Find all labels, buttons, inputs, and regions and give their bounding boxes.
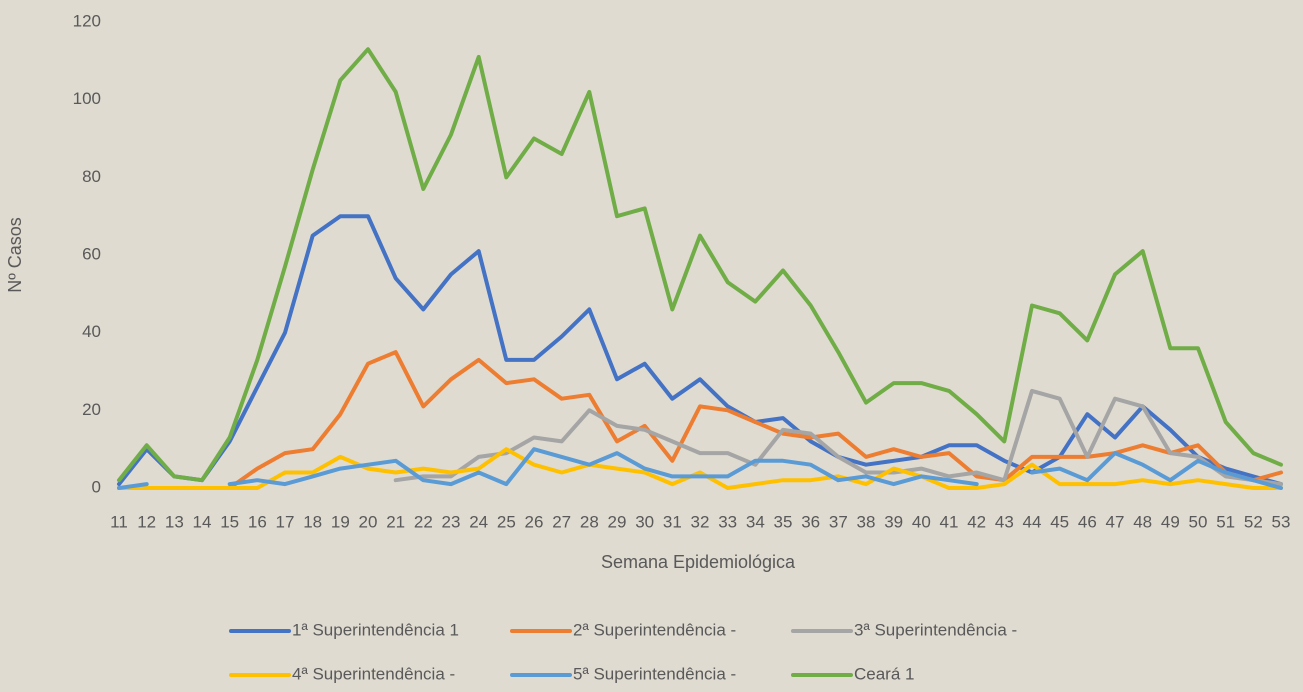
series-line — [117, 447, 1283, 490]
x-tick-label: 46 — [1078, 512, 1097, 531]
x-tick-label: 22 — [414, 512, 433, 531]
legend-label: 5ª Superintendência - — [573, 664, 736, 683]
x-tick-label: 29 — [608, 512, 627, 531]
series-line — [393, 388, 1283, 487]
y-axis-label: Nº Casos — [5, 217, 25, 293]
legend-label: Ceará 1 — [854, 664, 914, 683]
y-tick-label: 40 — [82, 322, 101, 341]
legend-label: 1ª Superintendência 1 — [292, 620, 459, 639]
series-line — [117, 214, 1283, 487]
x-tick-label: 32 — [691, 512, 710, 531]
x-tick-label: 49 — [1161, 512, 1180, 531]
x-axis-label: Semana Epidemiológica — [601, 552, 796, 572]
x-tick-label: 26 — [525, 512, 544, 531]
x-tick-label: 31 — [663, 512, 682, 531]
y-tick-label: 60 — [82, 244, 101, 263]
x-tick-label: 12 — [137, 512, 156, 531]
x-tick-label: 19 — [331, 512, 350, 531]
x-tick-label: 25 — [497, 512, 516, 531]
x-tick-label: 23 — [442, 512, 461, 531]
x-tick-label: 11 — [110, 512, 128, 531]
x-tick-label: 34 — [746, 512, 765, 531]
x-tick-label: 13 — [165, 512, 184, 531]
x-tick-label: 45 — [1050, 512, 1069, 531]
series-line — [117, 447, 1283, 490]
x-tick-label: 14 — [193, 512, 212, 531]
legend-label: 3ª Superintendência - — [854, 620, 1017, 639]
x-tick-label: 50 — [1189, 512, 1208, 531]
x-tick-label: 36 — [801, 512, 820, 531]
x-tick-label: 40 — [912, 512, 931, 531]
x-tick-label: 38 — [857, 512, 876, 531]
x-tick-label: 15 — [220, 512, 239, 531]
x-tick-label: 52 — [1244, 512, 1263, 531]
y-tick-label: 120 — [73, 11, 101, 30]
x-tick-label: 20 — [359, 512, 378, 531]
x-tick-label: 33 — [718, 512, 737, 531]
x-tick-label: 21 — [386, 512, 405, 531]
y-tick-label: 100 — [73, 89, 101, 108]
x-tick-label: 51 — [1216, 512, 1235, 531]
x-tick-label: 30 — [635, 512, 654, 531]
x-tick-label: 39 — [884, 512, 903, 531]
x-tick-label: 53 — [1272, 512, 1291, 531]
x-tick-label: 37 — [829, 512, 848, 531]
legend-label: 4ª Superintendência - — [292, 664, 455, 683]
x-tick-label: 16 — [248, 512, 267, 531]
y-tick-label: 0 — [92, 477, 101, 496]
x-tick-label: 24 — [469, 512, 488, 531]
x-tick-label: 27 — [552, 512, 571, 531]
legend-label: 2ª Superintendência - — [573, 620, 736, 639]
series-line — [117, 47, 1283, 483]
y-tick-label: 20 — [82, 400, 101, 419]
y-tick-label: 80 — [82, 167, 101, 186]
x-tick-label: 44 — [1023, 512, 1042, 531]
x-tick-label: 43 — [995, 512, 1014, 531]
x-tick-label: 48 — [1133, 512, 1152, 531]
x-tick-label: 35 — [774, 512, 793, 531]
x-tick-label: 17 — [276, 512, 295, 531]
x-tick-label: 28 — [580, 512, 599, 531]
x-tick-label: 18 — [303, 512, 322, 531]
x-tick-label: 42 — [967, 512, 986, 531]
x-tick-label: 47 — [1106, 512, 1125, 531]
x-tick-label: 41 — [940, 512, 959, 531]
